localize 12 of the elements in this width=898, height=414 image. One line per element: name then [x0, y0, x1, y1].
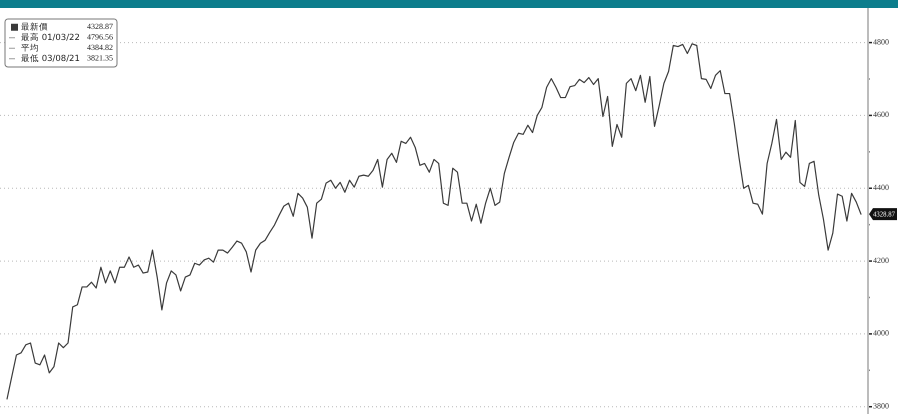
- text: 平均 4384.82: [21, 43, 113, 54]
- annotation: 最高 01/03/22 4796.56: [21, 32, 113, 44]
- annotation: 4328.87: [87, 22, 113, 32]
- y-tick-label: 4400: [873, 183, 889, 192]
- line-series: [6, 43, 862, 400]
- y-tick-label: 4800: [873, 37, 889, 46]
- y-tick-label: 4000: [873, 328, 889, 338]
- annotation: 最低 03/08/21 3821.35: [21, 53, 113, 64]
- y-tick-label: 4600: [873, 110, 889, 120]
- y-tick-label: 3800: [873, 402, 889, 411]
- y-tick-label: 4200: [873, 256, 889, 265]
- legend-label: 最新價: [21, 22, 48, 33]
